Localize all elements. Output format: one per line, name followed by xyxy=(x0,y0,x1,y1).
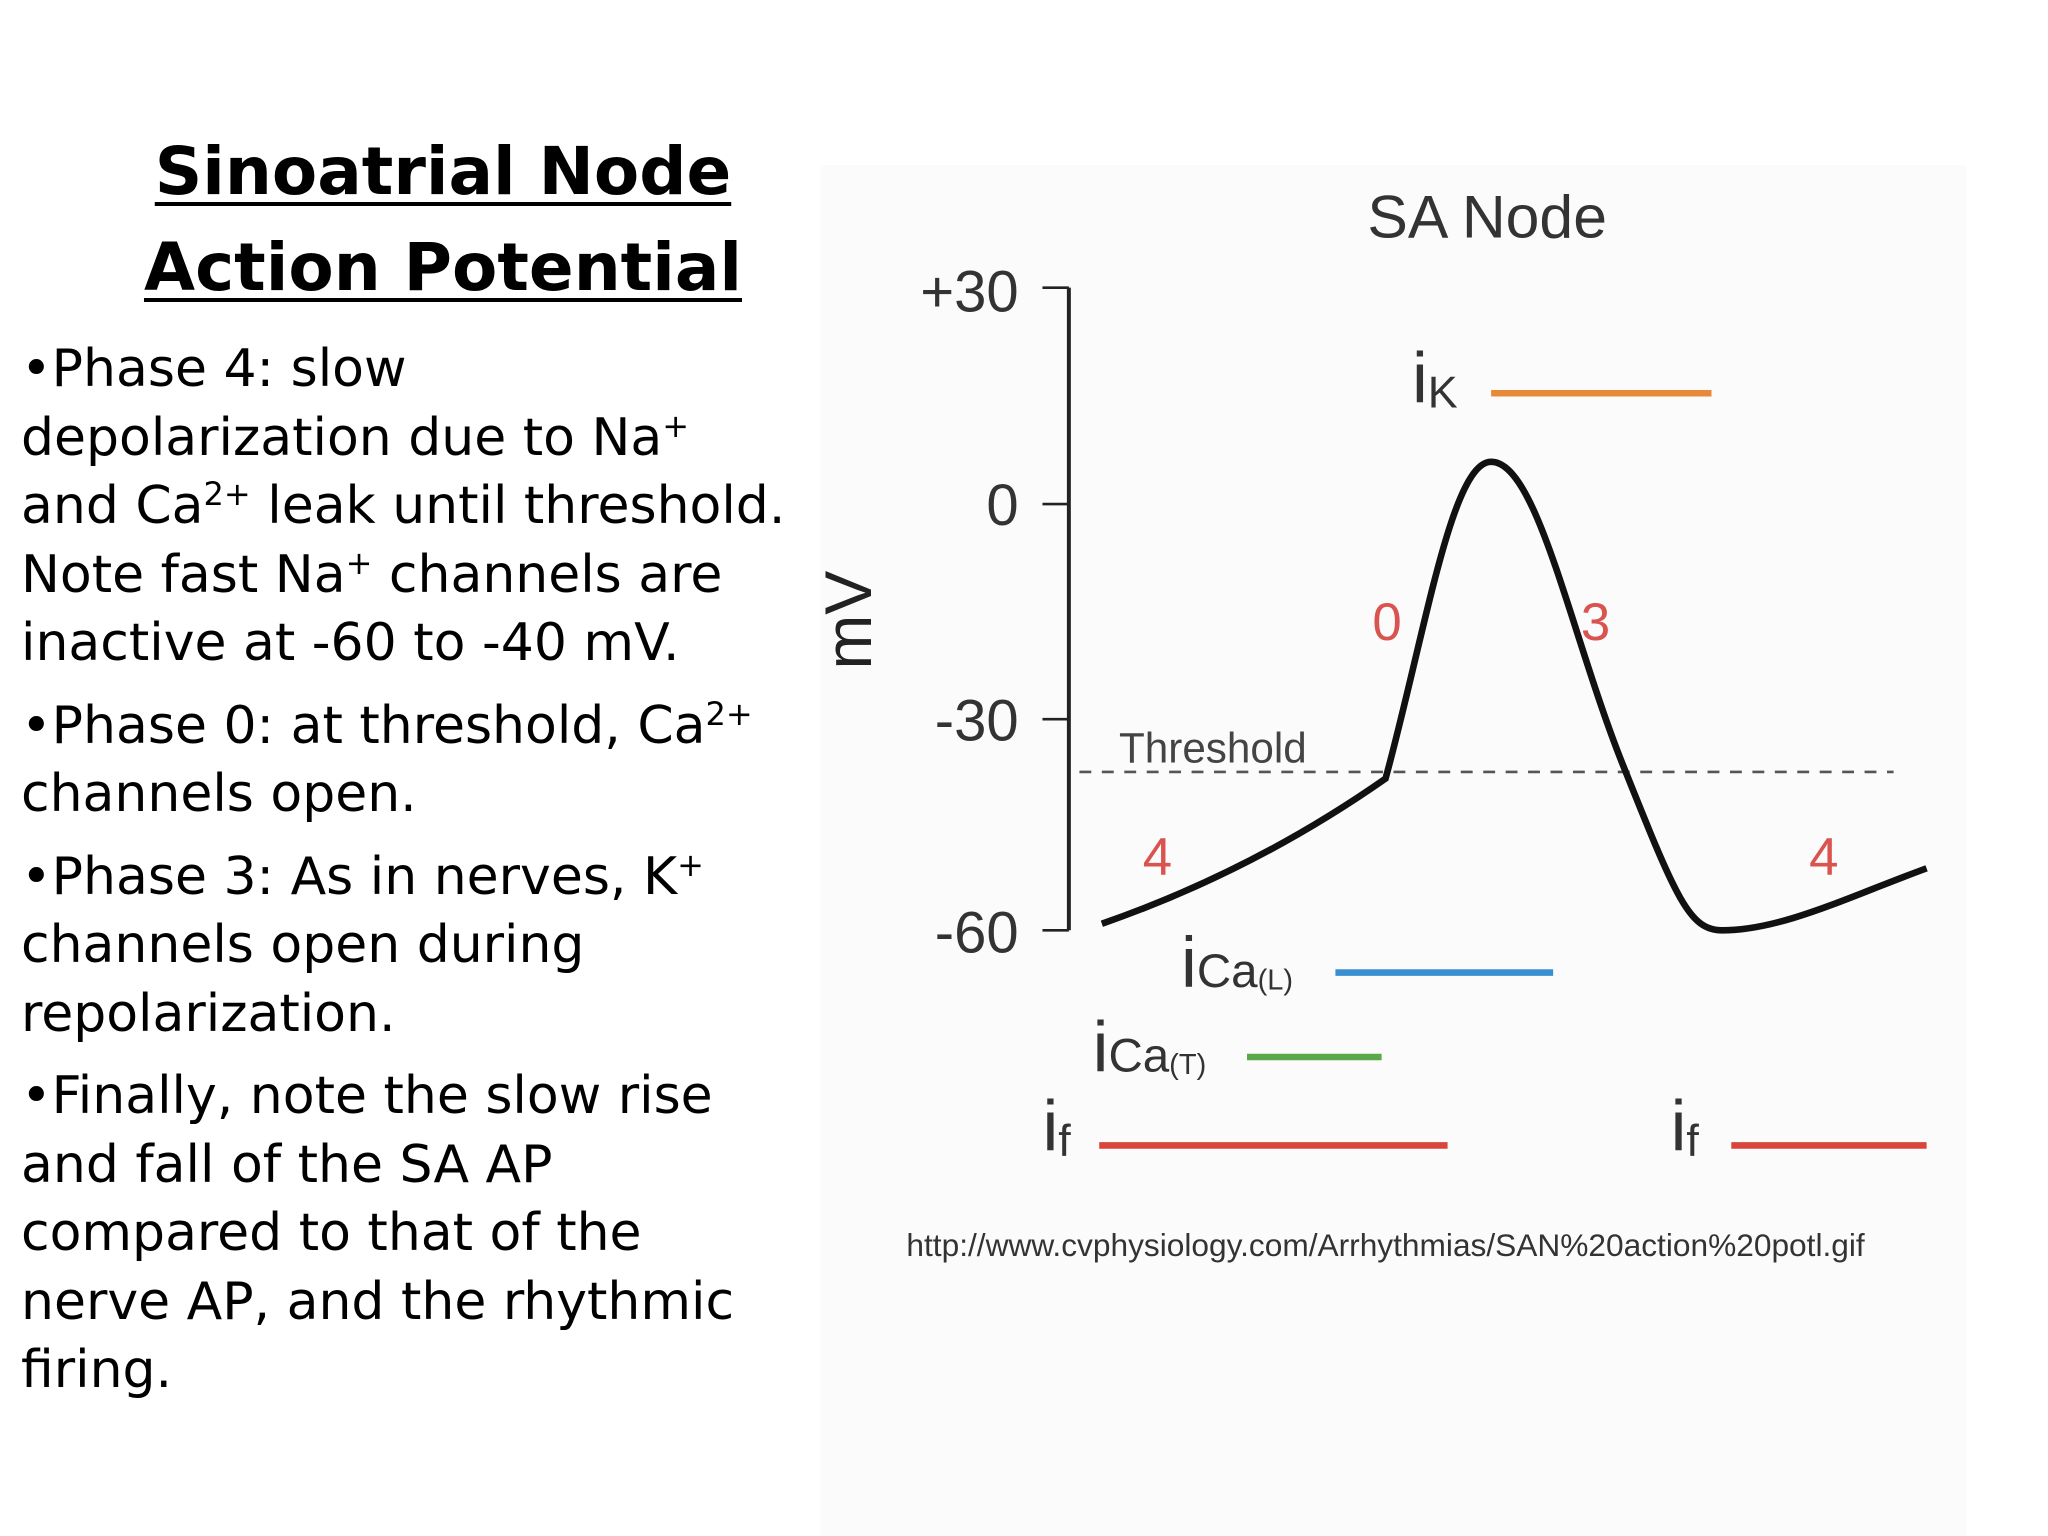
title-line: Action Potential xyxy=(143,229,743,306)
current-sub: f xyxy=(1686,1115,1699,1166)
y-tick-label: +30 xyxy=(920,259,1018,324)
y-ticks xyxy=(1042,286,1069,932)
current-label: iCa(L) xyxy=(1181,923,1293,1003)
bullet-text: •Finally, note the slow rise and fall of… xyxy=(21,1066,735,1400)
y-tick-label: 0 xyxy=(986,473,1018,538)
action-potential-curve xyxy=(1100,458,1928,934)
slide-title: Sinoatrial Node Action Potential xyxy=(0,124,886,316)
current-sub: K xyxy=(1428,367,1458,418)
bullet-text: and Ca xyxy=(21,476,204,536)
current-qualifier: (T) xyxy=(1169,1049,1206,1081)
superscript: + xyxy=(677,845,704,884)
bullet-text: •Phase 4: slow depolarization due to Na xyxy=(21,339,663,468)
current-label: if xyxy=(1042,1087,1071,1167)
current-sub: Ca xyxy=(1197,945,1258,998)
current-symbol: i xyxy=(1181,923,1197,1003)
bullet: •Finally, note the slow rise and fall of… xyxy=(21,1062,791,1405)
bullet-text: •Phase 0: at threshold, Ca xyxy=(21,695,706,756)
current-qualifier: (L) xyxy=(1258,965,1293,997)
threshold-label: Threshold xyxy=(1119,725,1307,772)
bullet: •Phase 0: at threshold, Ca2+ channels op… xyxy=(21,692,791,829)
bullet: •Phase 4: slow depolarization due to Na+… xyxy=(21,335,791,678)
title-line: Sinoatrial Node xyxy=(154,133,732,210)
current-label: iK xyxy=(1412,338,1458,418)
bullet: •Phase 3: As in nerves, K+ channels open… xyxy=(21,843,791,1049)
bullet-list: •Phase 4: slow depolarization due to Na+… xyxy=(21,335,791,1419)
current-symbol: i xyxy=(1042,1087,1058,1167)
figure-background xyxy=(820,164,1967,1536)
phase-label: 3 xyxy=(1581,593,1610,652)
phase-label: 4 xyxy=(1143,828,1172,887)
figure-title: SA Node xyxy=(1367,183,1607,251)
current-sub: f xyxy=(1058,1115,1071,1166)
current-symbol: i xyxy=(1412,338,1428,418)
current-label: if xyxy=(1671,1087,1700,1167)
bullet-text: channels open. xyxy=(21,764,417,824)
y-axis-label: mV xyxy=(811,571,885,670)
current-sub: Ca xyxy=(1108,1030,1169,1083)
current-symbol: i xyxy=(1093,1008,1109,1088)
phase-label: 0 xyxy=(1372,593,1401,652)
superscript: + xyxy=(662,406,690,445)
superscript: + xyxy=(345,543,373,582)
y-tick-label: -60 xyxy=(935,901,1019,966)
bullet-text: leak until threshold. Note fast Na xyxy=(21,476,786,605)
superscript: 2+ xyxy=(705,694,753,733)
bullet-text: •Phase 3: As in nerves, K xyxy=(21,846,678,907)
current-label: iCa(T) xyxy=(1093,1008,1207,1088)
bullet-text: channels are inactive at -60 to -40 mV. xyxy=(21,544,723,674)
superscript: 2+ xyxy=(203,475,251,513)
phase-label: 4 xyxy=(1809,828,1838,887)
y-tick-label: -30 xyxy=(935,688,1019,753)
current-symbol: i xyxy=(1671,1087,1687,1167)
source-url: http://www.cvphysiology.com/Arrhythmias/… xyxy=(906,1227,1865,1263)
current-labels: iK iCa(L) iCa(T) if if xyxy=(1042,338,1699,1166)
bullet-text: channels open during repolarization. xyxy=(21,915,585,1044)
